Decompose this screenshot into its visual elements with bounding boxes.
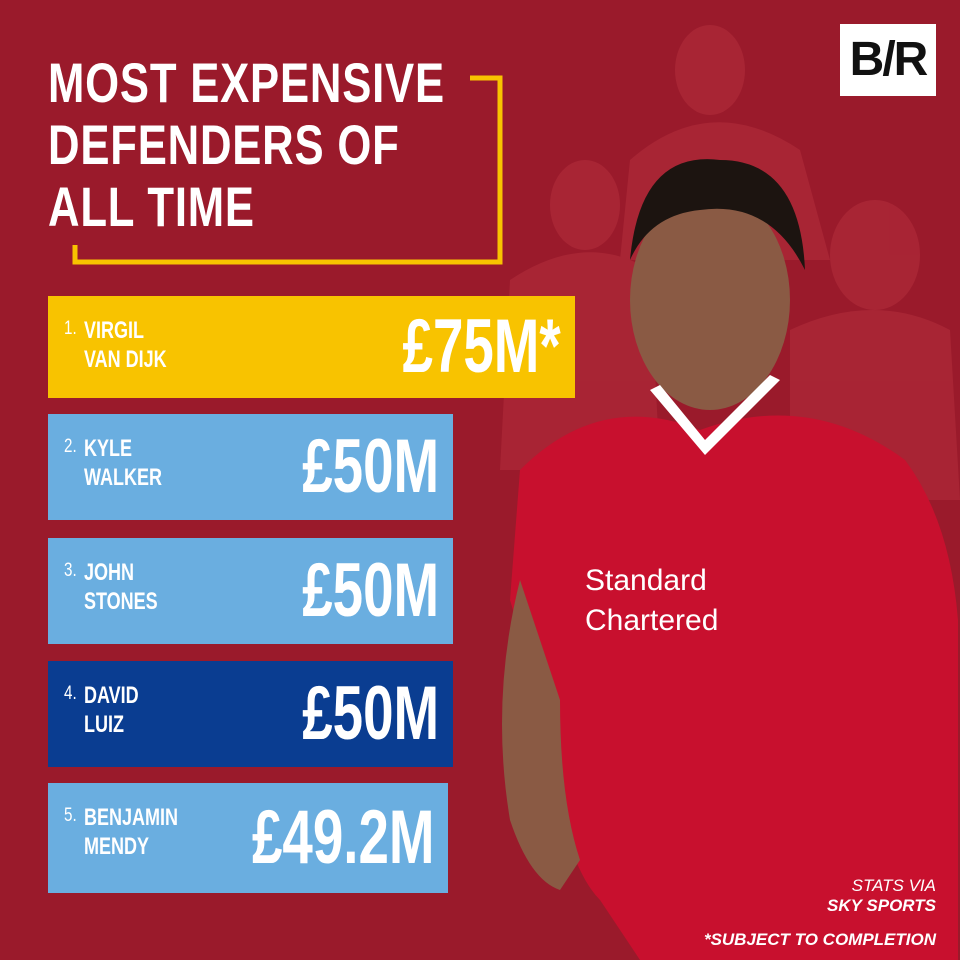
logo: B/R — [840, 24, 936, 96]
transfer-fee: £50M — [302, 671, 439, 756]
shirt-sponsor: Chartered — [585, 604, 718, 637]
player-name: STONES — [84, 588, 158, 615]
title: ALL TIME — [48, 175, 255, 238]
title: DEFENDERS OF — [48, 113, 400, 176]
rank: 1. — [64, 318, 77, 339]
ranking-row: 4. DAVID LUIZ £50M — [48, 661, 453, 767]
title-frame — [72, 75, 503, 265]
player-illustration: Standard Chartered — [502, 159, 958, 960]
player-name: VIRGIL — [84, 317, 145, 344]
player-name: JOHN — [84, 559, 135, 586]
player-name: KYLE — [84, 435, 133, 462]
ranking-row: 5. BENJAMIN MENDY £49.2M — [48, 783, 448, 893]
transfer-fee: £50M — [302, 548, 439, 633]
source-label: STATS VIA — [851, 876, 936, 895]
player-name: VAN DIJK — [84, 346, 167, 373]
transfer-fee: £75M* — [402, 304, 561, 389]
title: MOST EXPENSIVE — [48, 51, 445, 114]
rank: 4. — [64, 683, 77, 704]
shirt-sponsor: Standard — [585, 564, 707, 597]
rank: 5. — [64, 805, 77, 826]
player-name: BENJAMIN — [84, 804, 179, 831]
transfer-fee: £49.2M — [251, 795, 434, 880]
player-name: DAVID — [84, 682, 139, 709]
ranking-row: 1. VIRGIL VAN DIJK £75M* — [48, 296, 575, 398]
player-name: WALKER — [84, 464, 162, 491]
ranking-row: 3. JOHN STONES £50M — [48, 538, 453, 644]
rank: 2. — [64, 436, 77, 457]
player-name: LUIZ — [84, 711, 124, 738]
footnote: *SUBJECT TO COMPLETION — [703, 930, 936, 949]
player-name: MENDY — [84, 833, 150, 860]
source-name: SKY SPORTS — [827, 896, 936, 915]
rank: 3. — [64, 560, 77, 581]
ranking-row: 2. KYLE WALKER £50M — [48, 414, 453, 520]
transfer-fee: £50M — [302, 424, 439, 509]
